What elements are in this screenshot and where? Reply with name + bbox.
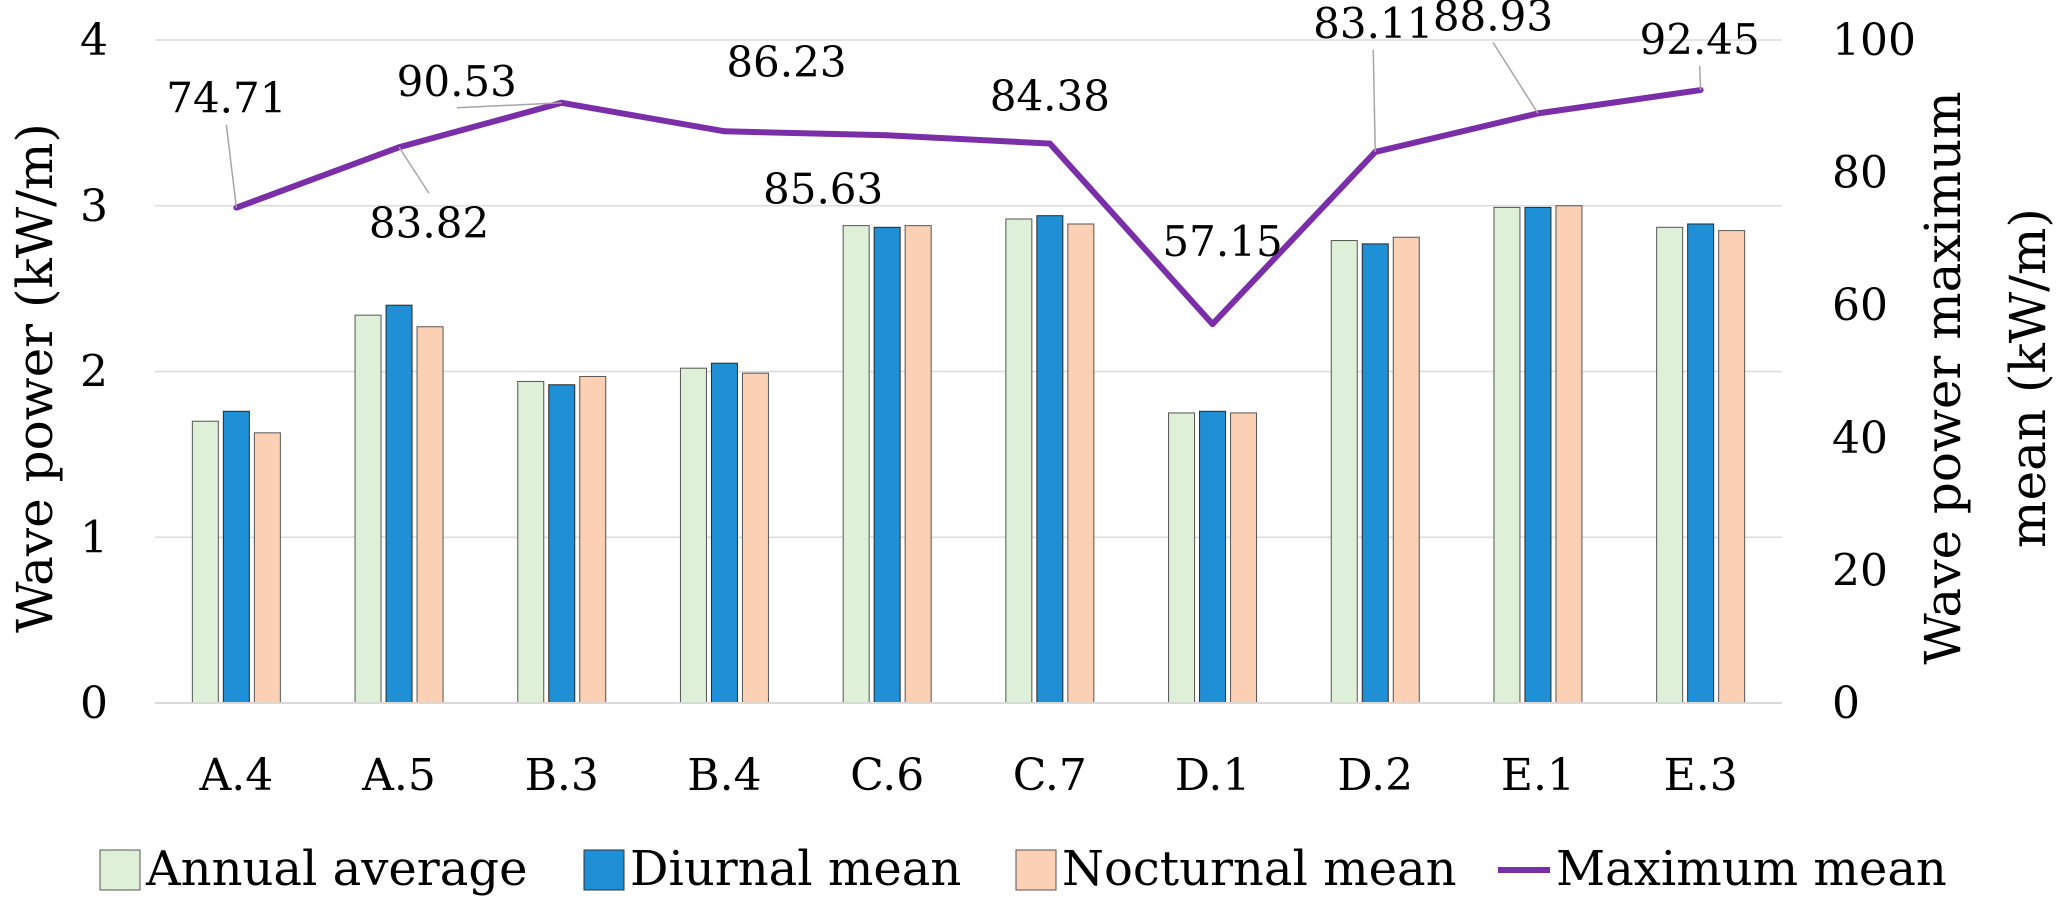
x-tick-label: E.1	[1501, 750, 1575, 801]
bar-diurnal-mean-c-6	[873, 226, 901, 704]
data-label-b-4: 86.23	[726, 37, 846, 86]
left-tick-label: 4	[80, 15, 108, 66]
bar-nocturnal-mean-d-1	[1230, 412, 1258, 704]
legend: Annual average Diurnal mean Nocturnal me…	[99, 841, 1947, 897]
maximum-mean-line	[235, 87, 1702, 328]
bar-annual-average-b-4	[679, 367, 707, 704]
bar-annual-average-e-3	[1656, 226, 1684, 704]
data-label-leader	[1372, 49, 1376, 152]
data-label-leader	[1492, 41, 1539, 114]
bar-nocturnal-mean-b-4	[741, 372, 769, 704]
right-axis-title-line-1: Wave power maximum	[1914, 91, 1972, 664]
right-tick-label: 100	[1832, 15, 1916, 66]
legend-swatch-annual-average	[99, 849, 141, 891]
x-tick-label: C.6	[850, 750, 924, 801]
bar-diurnal-mean-a-5	[385, 304, 413, 704]
bar-nocturnal-mean-e-1	[1555, 205, 1583, 704]
legend-label-maximum-mean: Maximum mean	[1556, 841, 1947, 897]
x-tick-label: D.2	[1337, 750, 1413, 801]
maximum-mean-point-b-4	[721, 128, 728, 135]
legend-swatch-nocturnal-mean	[1015, 849, 1057, 891]
bar-nocturnal-mean-a-5	[416, 326, 444, 704]
bar-diurnal-mean-b-4	[710, 362, 738, 704]
x-tick-label: A.4	[198, 750, 273, 801]
data-label-c-6: 85.63	[763, 164, 883, 213]
x-axis-ticks: A.4 A.5 B.3 B.4 C.6 C.7 D.1 D.2 E.1 E.3	[198, 750, 1737, 801]
bar-diurnal-mean-a-4	[222, 410, 250, 704]
legend-label-annual-average: Annual average	[145, 841, 527, 897]
bar-annual-average-c-6	[842, 225, 870, 704]
data-label-b-3: 90.53	[397, 57, 517, 106]
left-tick-label: 0	[80, 678, 108, 729]
right-tick-label: 60	[1832, 280, 1888, 331]
data-label-a-4: 74.71	[166, 74, 286, 123]
bar-nocturnal-mean-c-6	[904, 225, 932, 704]
data-label-leader	[225, 124, 238, 208]
data-labels: 74.71 83.82 90.53 86.23 85.63 84.38 57.15 83.11…	[166, 0, 1760, 266]
bar-diurnal-mean-b-3	[548, 384, 576, 704]
data-label-c-7: 84.38	[990, 72, 1110, 121]
right-tick-label: 20	[1832, 545, 1888, 596]
bar-annual-average-d-2	[1330, 240, 1358, 704]
x-tick-label: E.3	[1664, 750, 1738, 801]
legend-label-nocturnal-mean: Nocturnal mean	[1062, 841, 1457, 897]
bar-nocturnal-mean-d-2	[1392, 236, 1420, 704]
bar-annual-average-c-7	[1005, 218, 1033, 704]
bar-nocturnal-mean-b-3	[579, 375, 607, 704]
bar-annual-average-b-3	[517, 380, 545, 704]
bar-diurnal-mean-e-1	[1524, 206, 1552, 704]
right-axis-ticks: 0 20 40 60 80 100	[1832, 15, 1916, 729]
bar-diurnal-mean-c-7	[1036, 215, 1064, 704]
bar-nocturnal-mean-c-7	[1067, 223, 1095, 704]
maximum-mean-line-layer	[233, 87, 1704, 328]
right-tick-label: 40	[1832, 413, 1888, 464]
x-tick-label: C.7	[1013, 750, 1087, 801]
data-label-d-1: 57.15	[1162, 217, 1282, 266]
right-tick-label: 80	[1832, 148, 1888, 199]
bar-annual-average-a-5	[354, 314, 382, 704]
bar-annual-average-d-1	[1168, 412, 1196, 704]
right-axis-title-line-2: mean (kW/m)	[1999, 208, 2057, 548]
data-label-a-5: 83.82	[369, 198, 489, 247]
bar-nocturnal-mean-a-4	[253, 432, 281, 704]
left-axis-title: Wave power (kW/m)	[6, 123, 64, 633]
maximum-mean-point-c-6	[884, 132, 891, 139]
bar-diurnal-mean-d-2	[1361, 243, 1389, 704]
maximum-mean-point-c-7	[1046, 140, 1053, 147]
data-label-e-1: 88.93	[1433, 0, 1553, 40]
bar-diurnal-mean-d-1	[1199, 410, 1227, 704]
left-axis-ticks: 0 1 2 3 4	[80, 15, 108, 729]
maximum-mean-point-d-1	[1209, 321, 1216, 328]
legend-swatch-diurnal-mean	[583, 849, 625, 891]
data-label-leader	[398, 146, 430, 194]
x-tick-label: B.3	[525, 750, 599, 801]
bars	[191, 205, 1746, 704]
bar-nocturnal-mean-e-3	[1718, 230, 1746, 704]
x-tick-label: B.4	[687, 750, 761, 801]
bar-annual-average-e-1	[1493, 206, 1521, 704]
x-tick-label: A.5	[361, 750, 436, 801]
bar-diurnal-mean-e-3	[1687, 223, 1715, 704]
data-label-d-2: 83.11	[1313, 0, 1433, 48]
data-label-leader	[456, 102, 562, 109]
left-tick-label: 1	[80, 512, 108, 563]
left-tick-label: 3	[80, 181, 108, 232]
data-label-e-3: 92.45	[1640, 15, 1760, 64]
x-tick-label: D.1	[1175, 750, 1251, 801]
data-label-leader	[1698, 66, 1702, 91]
left-tick-label: 2	[80, 347, 108, 398]
legend-label-diurnal-mean: Diurnal mean	[630, 841, 961, 897]
right-tick-label: 0	[1832, 678, 1860, 729]
bar-annual-average-a-4	[191, 420, 219, 704]
